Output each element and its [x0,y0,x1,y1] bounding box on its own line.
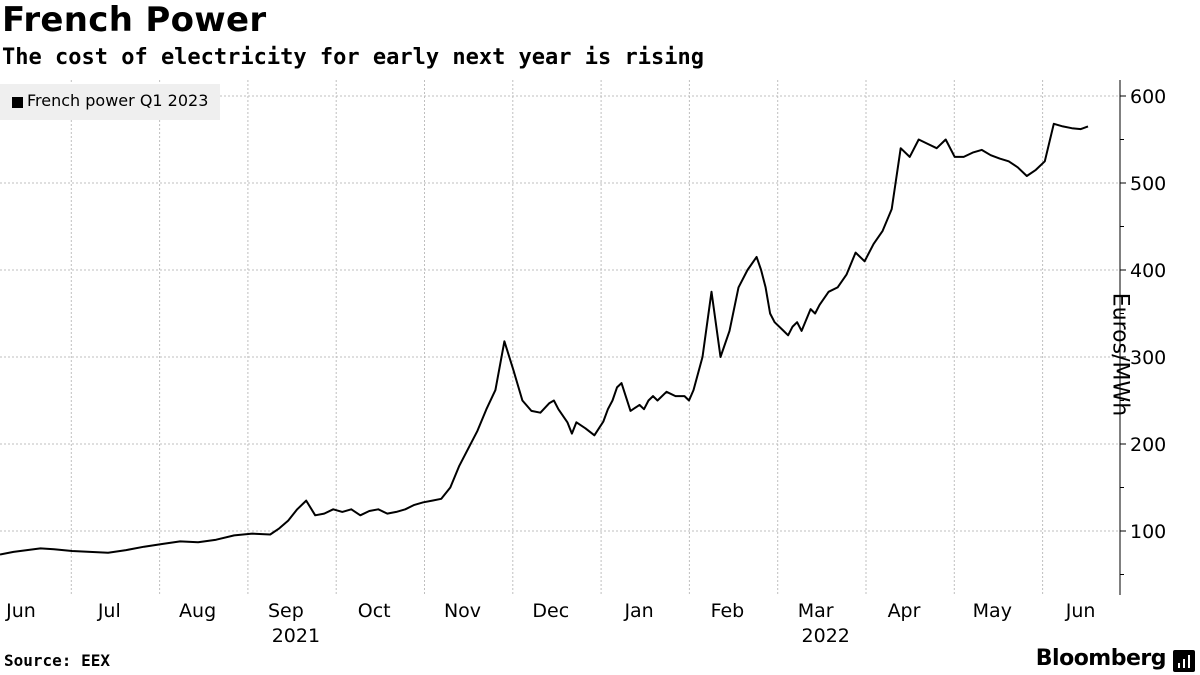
x-tick-label: May [973,600,1012,622]
series-line [0,122,1089,556]
brand-logo: Bloomberg [1035,646,1167,671]
x-tick-label: Apr [888,600,921,622]
legend-label: French power Q1 2023 [27,91,209,110]
y-tick-label: 600 [1130,86,1166,108]
x-tick-label: Jun [1065,600,1096,622]
x-tick-label: Jul [97,600,121,622]
x-tick-label: Dec [532,600,569,622]
bloomberg-logo-icon [1173,650,1195,672]
x-tick-label: Jan [623,600,653,622]
y-tick-label: 100 [1130,521,1166,543]
chart-title: French Power [2,0,267,40]
chart-subtitle: The cost of electricity for early next y… [2,45,704,70]
x-tick-label: Sep [268,600,304,622]
x-tick-label: Mar [798,600,834,622]
y-tick-label: 200 [1130,434,1166,456]
legend [0,84,220,120]
legend-swatch [12,97,23,108]
y-tick-label: 500 [1130,173,1166,195]
x-tick-label: Nov [444,600,481,622]
x-year-label: 2021 [272,625,320,647]
x-tick-label: Aug [179,600,216,622]
x-tick-label: Jun [5,600,36,622]
source-note: Source: EEX [4,651,110,670]
x-year-label: 2022 [802,625,850,647]
y-axis-label: Euros/MWh [1107,292,1133,417]
y-tick-label: 300 [1130,347,1166,369]
x-tick-label: Feb [711,600,745,622]
y-tick-label: 400 [1130,260,1166,282]
x-tick-label: Oct [358,600,391,622]
